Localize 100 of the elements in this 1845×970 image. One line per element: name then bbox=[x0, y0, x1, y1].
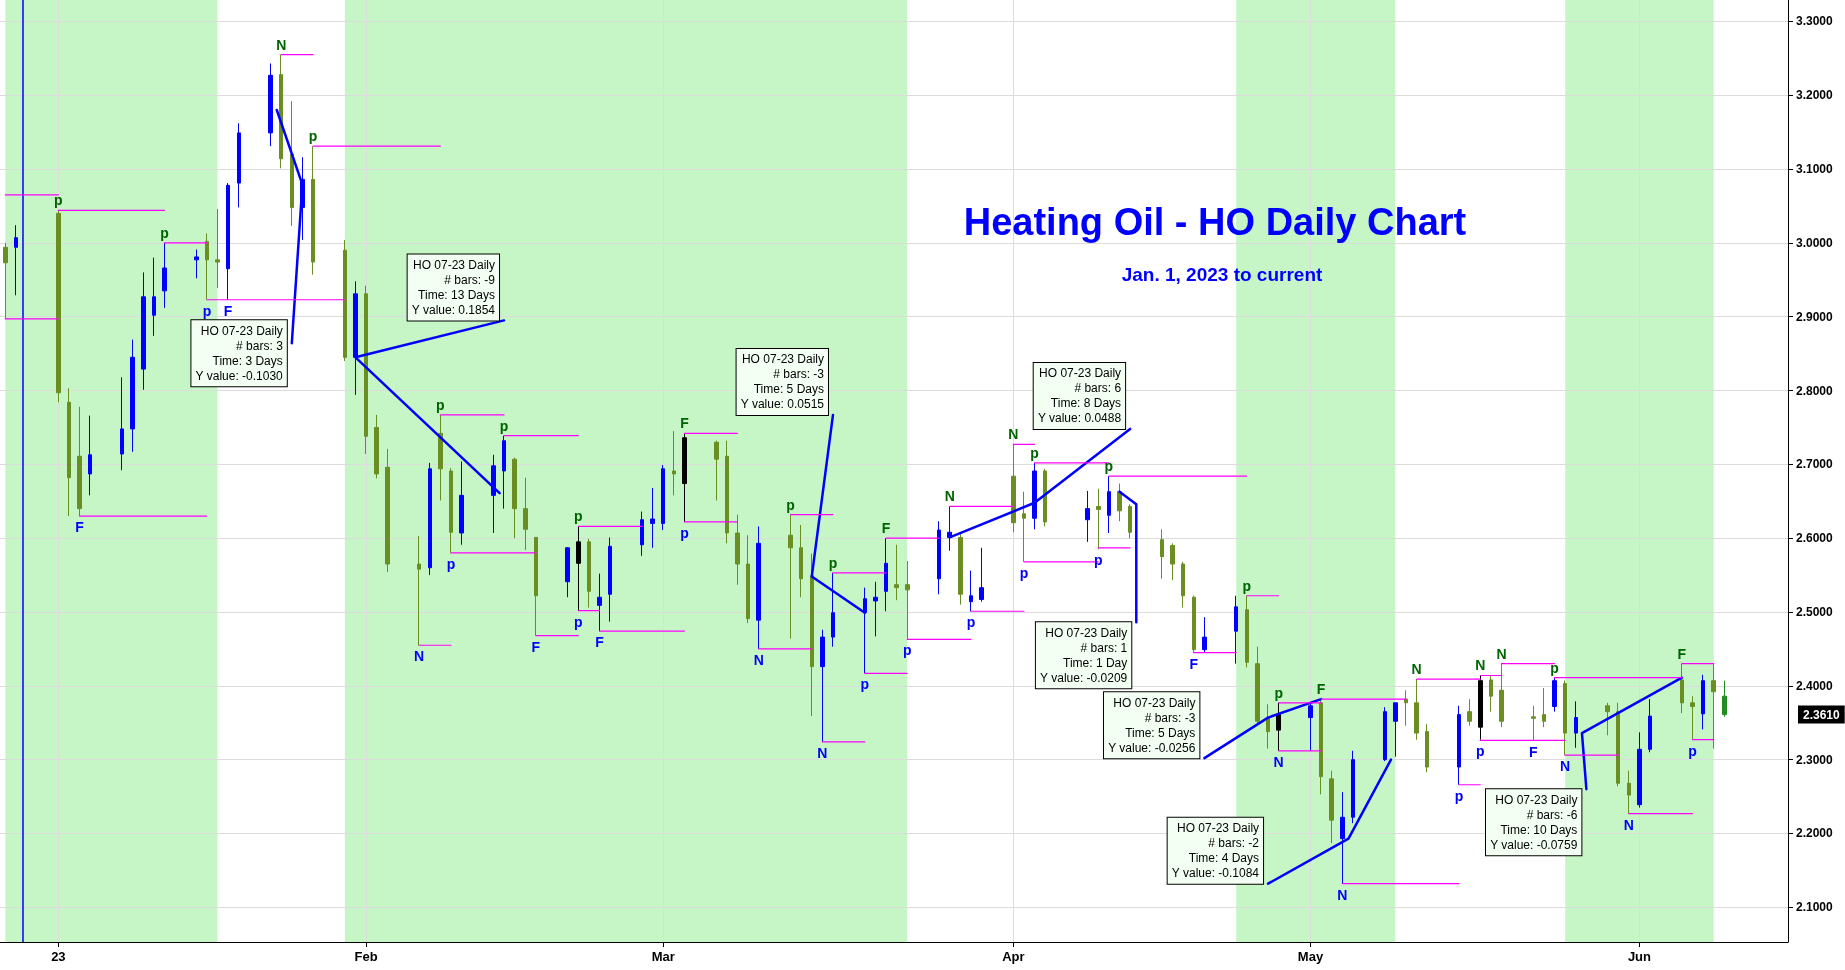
annotation: F bbox=[75, 519, 85, 536]
candlestick bbox=[873, 581, 878, 637]
annotation: F bbox=[531, 638, 541, 655]
candlestick bbox=[608, 536, 612, 623]
annotation: HO 07-23 Daily # bars: 1 Time: 1 Day Y value: -0.0209 bbox=[1040, 625, 1128, 685]
candlestick bbox=[788, 514, 793, 640]
annotation: p bbox=[160, 224, 169, 241]
candlestick bbox=[1192, 595, 1196, 654]
annotation: HO 07-23 Daily # bars: -6 Time: 10 Days Y value: -0.0759 bbox=[1490, 792, 1578, 852]
candlestick bbox=[1022, 491, 1026, 563]
candlestick bbox=[152, 257, 156, 337]
candlestick bbox=[682, 432, 687, 523]
y-tick-label: 2.2000 bbox=[1796, 826, 1834, 841]
candlestick bbox=[1637, 731, 1642, 809]
annotation: F bbox=[1529, 744, 1539, 761]
candlestick bbox=[1478, 674, 1483, 741]
annotation: p bbox=[680, 524, 689, 541]
candlestick bbox=[1563, 680, 1567, 756]
x-tick-label: Apr bbox=[1002, 949, 1025, 964]
annotation: N bbox=[1475, 657, 1486, 674]
annotation: N bbox=[276, 36, 287, 53]
annotation: N bbox=[1273, 753, 1284, 770]
candlestick bbox=[1329, 770, 1334, 844]
candlestick bbox=[884, 537, 888, 612]
candlestick bbox=[67, 387, 71, 517]
text: Heating Oil - HO Daily Chart bbox=[963, 201, 1467, 243]
candlestick bbox=[428, 462, 432, 576]
x-tick-label: Feb bbox=[354, 949, 378, 964]
annotation: p bbox=[902, 642, 912, 659]
candlestick bbox=[1107, 475, 1111, 534]
candlestick bbox=[1680, 663, 1684, 714]
candlestick bbox=[162, 242, 167, 309]
candlestick bbox=[1467, 698, 1472, 727]
candlestick bbox=[343, 239, 347, 362]
candlestick bbox=[311, 145, 315, 276]
candlestick bbox=[1128, 503, 1132, 539]
annotation: p bbox=[436, 396, 445, 413]
candlestick bbox=[1202, 616, 1207, 654]
candlestick bbox=[1170, 542, 1175, 581]
candlestick bbox=[576, 525, 581, 612]
candlestick bbox=[14, 224, 18, 296]
candlestick bbox=[1234, 595, 1238, 665]
x-tick-label: Jun bbox=[1627, 949, 1652, 964]
annotation: F bbox=[680, 415, 690, 432]
candlestick bbox=[194, 249, 199, 279]
annotation: HO 07-23 Daily # bars: -9 Time: 13 Days Y value: 0.1854 bbox=[411, 257, 496, 317]
candlestick bbox=[1425, 723, 1429, 773]
candlestick bbox=[438, 414, 443, 502]
annotation: p bbox=[499, 417, 509, 434]
candlestick bbox=[1404, 689, 1408, 727]
candlestick bbox=[1393, 702, 1398, 758]
annotation: HO 07-23 Daily # bars: 3 Time: 3 Days Y value: -0.1030 bbox=[195, 323, 284, 383]
annotation: p bbox=[860, 676, 870, 693]
annotation: p bbox=[1093, 552, 1103, 569]
annotation: F bbox=[1316, 681, 1326, 698]
candlestick bbox=[905, 560, 910, 640]
candlestick bbox=[1351, 750, 1355, 824]
candlestick bbox=[1255, 646, 1260, 725]
candlestick bbox=[512, 457, 517, 539]
candlestick bbox=[1457, 705, 1461, 786]
candlestick bbox=[1181, 561, 1185, 609]
annotation: F bbox=[223, 302, 233, 319]
annotation: p bbox=[1019, 564, 1029, 581]
candlestick bbox=[120, 376, 124, 471]
annotation: F bbox=[595, 634, 605, 651]
candlestick bbox=[205, 232, 209, 301]
candlestick bbox=[1096, 488, 1101, 550]
candlestick bbox=[1085, 490, 1090, 543]
annotation: F bbox=[881, 520, 891, 537]
candlestick bbox=[459, 460, 464, 546]
annotation: p bbox=[1242, 577, 1252, 594]
candlestick bbox=[1245, 595, 1249, 668]
y-tick-label: 2.3000 bbox=[1796, 752, 1834, 767]
y-tick-label: 3.3000 bbox=[1796, 14, 1834, 29]
x-tick-label: Mar bbox=[651, 949, 675, 964]
annotation: HO 07-23 Daily # bars: 6 Time: 8 Days Y value: 0.0488 bbox=[1037, 366, 1122, 426]
candlestick bbox=[1383, 706, 1387, 762]
candlestick bbox=[1701, 674, 1705, 730]
candlestick bbox=[714, 440, 719, 502]
candlestick bbox=[565, 546, 570, 598]
candlestick bbox=[1499, 663, 1504, 728]
candlestick bbox=[597, 573, 602, 632]
annotation: N bbox=[1411, 661, 1422, 678]
candlestick bbox=[661, 464, 665, 531]
x-tick-label: May bbox=[1297, 949, 1324, 964]
candlestick bbox=[1574, 700, 1578, 749]
candlestick bbox=[374, 414, 379, 479]
candlestick bbox=[1531, 705, 1536, 742]
annotation: HO 07-23 Daily # bars: -2 Time: 4 Days Y value: -0.1084 bbox=[1171, 821, 1260, 881]
candlestick bbox=[969, 570, 973, 612]
candlestick bbox=[725, 440, 729, 544]
candlestick bbox=[587, 538, 591, 609]
x-tick-label: 23 bbox=[51, 949, 66, 964]
candlestick bbox=[77, 406, 82, 517]
candlestick bbox=[1266, 703, 1270, 750]
annotation: p bbox=[308, 128, 318, 145]
candlestick bbox=[650, 487, 655, 549]
y-tick-label: 3.0000 bbox=[1796, 235, 1834, 250]
candlestick bbox=[1032, 462, 1037, 530]
annotation: p bbox=[1454, 787, 1464, 804]
